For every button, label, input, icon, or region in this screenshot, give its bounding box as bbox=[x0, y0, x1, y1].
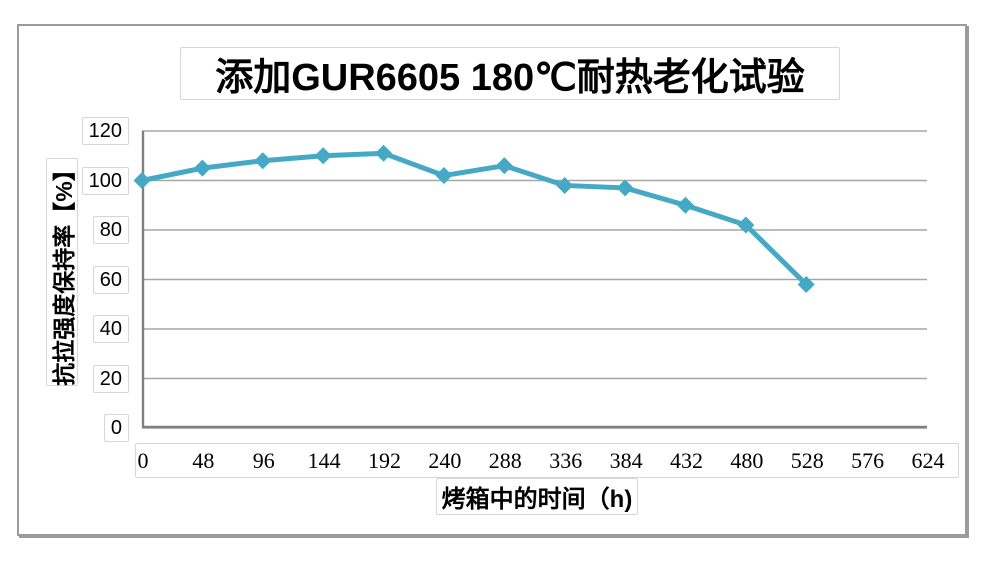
x-tick-label: 576 bbox=[851, 447, 885, 473]
x-tick-label: 0 bbox=[137, 447, 149, 473]
chart-title-text: 添加GUR6605 180℃耐热老化试验 bbox=[215, 57, 805, 99]
x-tick-label: 480 bbox=[730, 447, 764, 473]
y-tick-label: 120 bbox=[81, 117, 129, 145]
data-point-marker bbox=[797, 275, 815, 293]
x-axis-title: 烤箱中的时间（h) bbox=[436, 478, 638, 515]
x-tick-label: 240 bbox=[428, 447, 462, 473]
x-tick-label: 48 bbox=[192, 447, 215, 473]
x-tick-label: 288 bbox=[488, 447, 522, 473]
data-point-marker bbox=[375, 144, 393, 162]
x-tick-label: 336 bbox=[549, 447, 583, 473]
chart-title: 添加GUR6605 180℃耐热老化试验 bbox=[180, 47, 840, 100]
y-tick-label: 100 bbox=[81, 166, 129, 195]
data-point-marker bbox=[676, 196, 694, 214]
x-tick-label: 432 bbox=[669, 447, 703, 473]
y-axis-title-text: 抗拉强度保持率【%】 bbox=[51, 158, 77, 386]
data-point-marker bbox=[314, 147, 332, 165]
x-tick-label: 624 bbox=[911, 447, 945, 473]
x-tick-label: 528 bbox=[790, 447, 824, 473]
x-tick-label: 96 bbox=[252, 447, 275, 473]
line-chart-svg bbox=[133, 130, 927, 429]
y-tick-label: 60 bbox=[92, 265, 129, 294]
x-tick-label: 192 bbox=[368, 447, 402, 473]
data-point-marker bbox=[435, 167, 453, 185]
data-point-marker bbox=[133, 172, 151, 189]
data-point-marker bbox=[737, 216, 755, 234]
chart-frame: 添加GUR6605 180℃耐热老化试验 抗拉强度保持率【%】 0 20 40 60 8… bbox=[17, 24, 967, 536]
data-point-marker bbox=[556, 176, 574, 194]
plot-area bbox=[133, 130, 927, 429]
y-tick-label: 40 bbox=[92, 315, 129, 343]
data-point-marker bbox=[495, 157, 513, 175]
data-point-marker bbox=[193, 159, 211, 177]
x-tick-label: 384 bbox=[609, 447, 643, 473]
x-axis-tick-labels: 0 48 96 144 192 240 288 336 384 432 480 528 576 624 bbox=[135, 443, 959, 478]
x-axis-title-text: 烤箱中的时间（h) bbox=[441, 486, 633, 513]
series-line bbox=[141, 150, 808, 287]
data-point-marker bbox=[616, 179, 634, 197]
y-axis-title: 抗拉强度保持率【%】 bbox=[46, 158, 78, 386]
x-tick-label: 144 bbox=[307, 447, 341, 473]
data-point-marker bbox=[254, 152, 272, 170]
y-tick-label: 80 bbox=[92, 216, 129, 244]
y-tick-label: 20 bbox=[92, 364, 129, 393]
y-tick-label: 0 bbox=[103, 414, 129, 442]
